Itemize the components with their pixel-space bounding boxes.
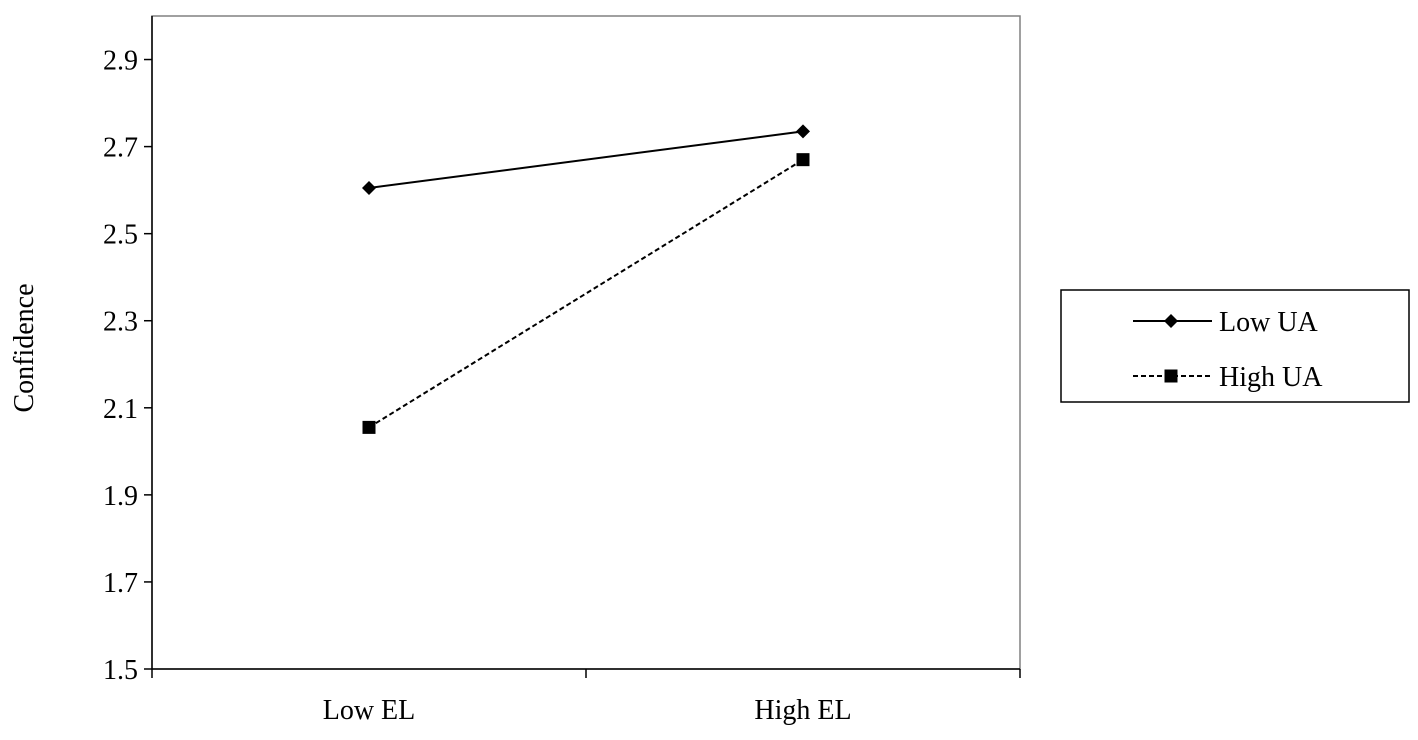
- x-axis: Low EL High EL: [151, 668, 1021, 726]
- legend-frame: [1060, 289, 1410, 403]
- series-line: [368, 158, 804, 429]
- plot-area-frame: [151, 15, 1021, 670]
- y-tick-label: 2.7: [103, 133, 138, 164]
- y-tick-label: 1.9: [103, 481, 138, 512]
- y-tick-label: 2.9: [103, 46, 138, 77]
- y-axis-title: Confidence: [9, 283, 40, 412]
- y-tick-label: 1.5: [103, 655, 138, 686]
- x-tick-label: Low EL: [323, 695, 416, 726]
- data-point-diamond: [362, 180, 376, 195]
- legend-label: High UA: [1219, 362, 1323, 393]
- x-tick-label: High EL: [754, 695, 851, 726]
- data-point-diamond: [796, 124, 810, 139]
- series-line: [368, 130, 804, 189]
- data-point-square: [796, 153, 810, 167]
- series-low-ua: [362, 124, 810, 195]
- series-layer: [362, 124, 810, 434]
- legend: Low UA High UA: [1060, 289, 1410, 403]
- series-high-ua: [362, 153, 810, 434]
- legend-entry: Low UA: [1133, 307, 1319, 338]
- y-tick-label: 2.1: [103, 394, 138, 425]
- y-tick-label: 1.7: [103, 568, 138, 599]
- legend-label: Low UA: [1219, 307, 1319, 338]
- legend-entry: High UA: [1133, 362, 1323, 393]
- data-point-square: [362, 420, 376, 434]
- y-tick-label: 2.5: [103, 220, 138, 251]
- y-tick-label: 2.3: [103, 307, 138, 338]
- legend-marker-diamond: [1164, 314, 1178, 328]
- y-axis: 1.5 1.7 1.9 2.1 2.3 2.5 2.7 2.9: [103, 16, 153, 686]
- legend-marker-square: [1164, 369, 1178, 383]
